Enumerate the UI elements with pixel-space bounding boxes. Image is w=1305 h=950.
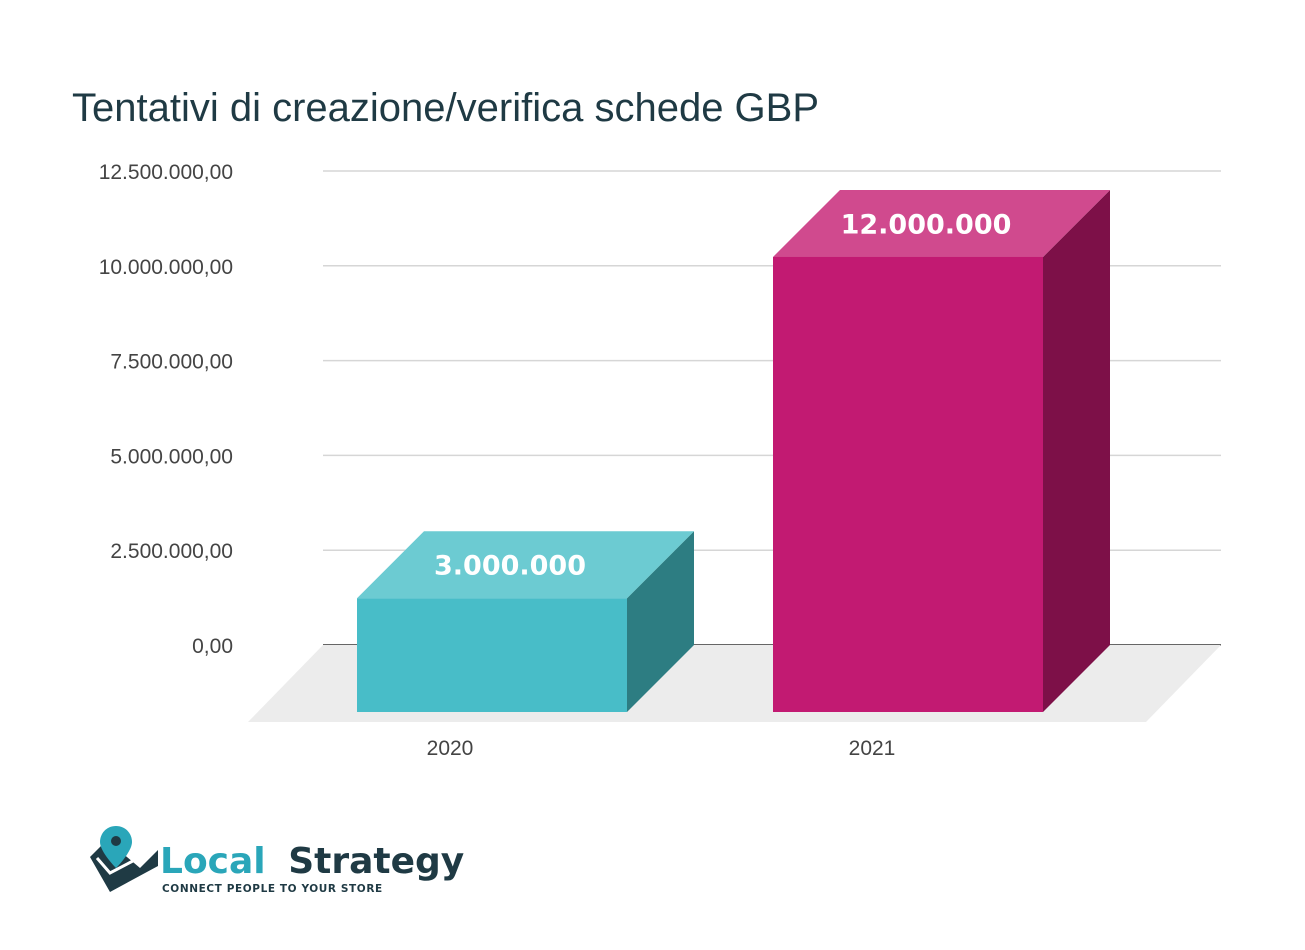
chart-title: Tentativi di creazione/verifica schede G… (72, 86, 819, 130)
y-tick-label: 2.500.000,00 (110, 540, 233, 563)
y-tick-label: 7.500.000,00 (110, 351, 233, 374)
bar-top (773, 189, 1110, 257)
y-tick-label: 10.000.000,00 (99, 256, 233, 279)
bar-side (627, 531, 694, 712)
local-strategy-logo: Local Strategy CONNECT PEOPLE TO YOUR ST… (90, 826, 464, 895)
bars: 3.000.000 12.000.000 (357, 189, 1110, 712)
bar-top (357, 531, 694, 599)
logo-icon (90, 826, 158, 892)
data-label: 12.000.000 (841, 209, 1012, 240)
svg-text:Local Strategy: Local Strategy (160, 841, 464, 882)
logo-word-local: Local (160, 841, 266, 882)
y-tick-label: 0,00 (192, 635, 233, 658)
y-tick-label: 5.000.000,00 (110, 445, 233, 468)
y-tick-label: 12.500.000,00 (99, 161, 233, 184)
y-axis-ticks: 0,00 2.500.000,00 5.000.000,00 7.500.000,00… (99, 161, 233, 658)
bar-side (1043, 189, 1110, 712)
x-tick-label: 2020 (427, 737, 474, 760)
logo-word-strategy: Strategy (288, 841, 464, 882)
bar-2021: 12.000.000 (773, 189, 1110, 712)
x-tick-label: 2021 (849, 737, 896, 760)
bar-front (357, 598, 627, 712)
data-label: 3.000.000 (434, 551, 586, 582)
logo-tagline: CONNECT PEOPLE TO YOUR STORE (162, 883, 383, 895)
x-axis-labels: 2020 2021 (427, 737, 896, 760)
bar-front (773, 256, 1043, 712)
bar-2020: 3.000.000 (357, 531, 694, 712)
